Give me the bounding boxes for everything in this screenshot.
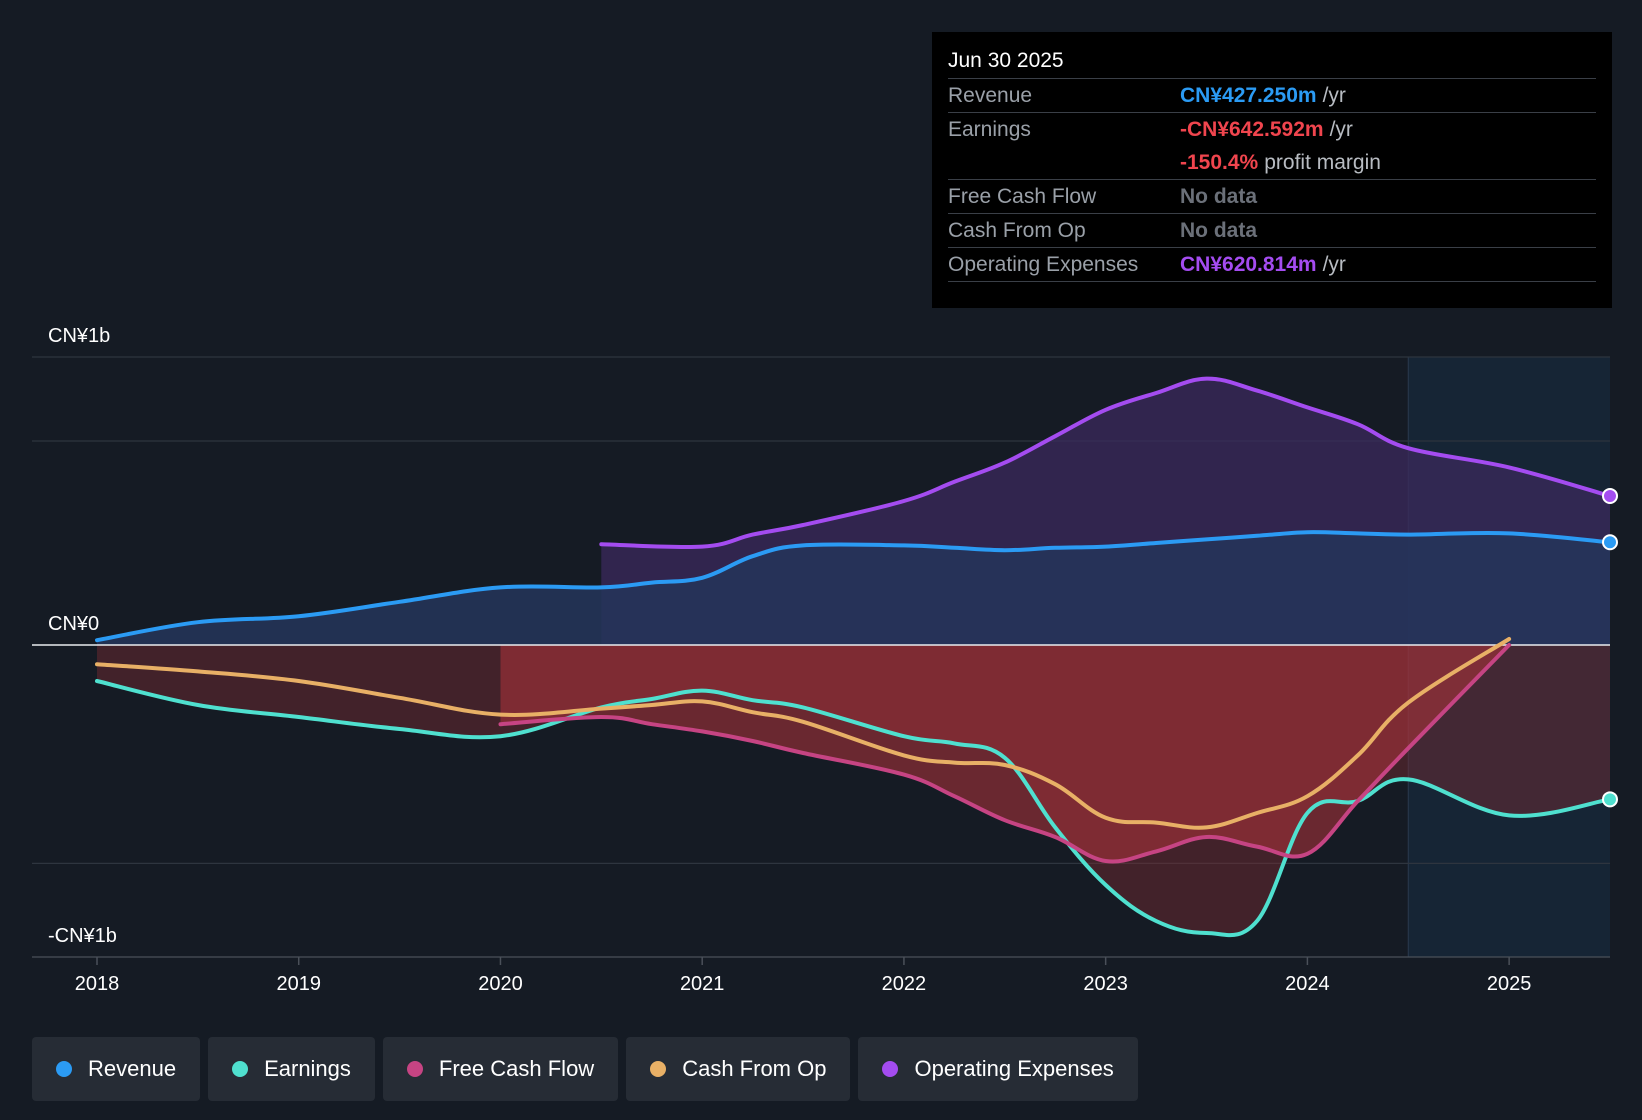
tooltip-row-label: Earnings	[948, 118, 1031, 141]
tooltip-row-unit: /yr	[1322, 253, 1346, 276]
tooltip-row: Free Cash Flow No data	[948, 180, 1596, 214]
tooltip-row-value: -150.4%	[1180, 151, 1259, 174]
legend-dot-icon	[56, 1061, 72, 1077]
tooltip-row-label: Cash From Op	[948, 219, 1086, 242]
tooltip-row-value: No data	[1180, 185, 1258, 208]
x-tick-label: 2021	[680, 973, 725, 995]
series-areas	[97, 378, 1610, 936]
x-tick-label: 2024	[1285, 973, 1330, 995]
legend-dot-icon	[882, 1061, 899, 1077]
legend-item-earnings[interactable]: Earnings	[208, 1037, 375, 1101]
tooltip-row: Revenue CN¥427.250m/yr	[948, 79, 1596, 113]
legend-dot-icon	[406, 1061, 423, 1077]
legend-label: Revenue	[88, 1056, 177, 1081]
y-tick-label: CN¥0	[48, 613, 99, 635]
series-line-operating-expenses	[599, 376, 1612, 550]
x-axis: 2018 2019 2020 2021 2022 2023 2024 2025	[75, 957, 1532, 995]
tooltip-row: Earnings -CN¥642.592m/yr	[948, 113, 1596, 146]
tooltip-row-value: CN¥620.814m	[1180, 253, 1317, 276]
tooltip-row-label	[948, 146, 1180, 179]
y-axis: CN¥1b CN¥0 -CN¥1b	[48, 325, 117, 947]
y-tick-label: CN¥1b	[48, 325, 110, 347]
tooltip-row-label: Revenue	[948, 84, 1033, 107]
tooltip-row-value: CN¥427.250m	[1180, 84, 1317, 107]
area-revenue	[97, 532, 1610, 645]
series-line-earnings	[95, 679, 1612, 938]
tooltip-rows: Revenue CN¥427.250m/yr Earnings -CN¥642.592…	[948, 79, 1596, 282]
x-tick-label: 2019	[276, 973, 321, 995]
legend-label: Free Cash Flow	[438, 1056, 595, 1081]
series-endpoints	[1602, 487, 1618, 808]
x-tick-label: 2022	[882, 973, 927, 995]
tooltip-row-unit: profit margin	[1264, 151, 1381, 174]
endpoint-earnings[interactable]	[1602, 791, 1618, 808]
x-tick-label: 2020	[478, 973, 523, 995]
tooltip-row: -150.4% profit margin	[948, 146, 1596, 180]
tooltip-row-label: Operating Expenses	[948, 253, 1139, 276]
legend-dot-icon	[232, 1061, 249, 1077]
tooltip-date: Jun 30 2025	[948, 46, 1596, 79]
series-lines	[95, 376, 1612, 938]
tooltip-row-label: Free Cash Flow	[948, 185, 1097, 208]
series-line-cash-from-op	[95, 637, 1512, 830]
legend: Revenue Earnings Free Cash Flow Cash From O…	[32, 1037, 1146, 1101]
tooltip-row: Cash From Op No data	[948, 214, 1596, 248]
legend-item-cash-from-op[interactable]: Cash From Op	[626, 1037, 851, 1101]
legend-item-revenue[interactable]: Revenue	[32, 1037, 201, 1101]
y-tick-label: -CN¥1b	[48, 925, 117, 947]
tooltip-row-unit: /yr	[1329, 118, 1353, 141]
endpoint-revenue[interactable]	[1602, 534, 1618, 551]
x-tick-label: 2018	[75, 973, 120, 995]
legend-item-free-cash-flow[interactable]: Free Cash Flow	[382, 1037, 619, 1101]
series-line-revenue	[95, 530, 1612, 643]
legend-label: Earnings	[264, 1056, 351, 1081]
x-tick-label: 2023	[1083, 973, 1128, 995]
x-tick-label: 2025	[1487, 973, 1532, 995]
legend-label: Cash From Op	[682, 1056, 827, 1081]
tooltip-row-value: No data	[1180, 219, 1258, 242]
series-line-free-cash-flow	[498, 643, 1512, 864]
tooltip-row-value: -CN¥642.592m	[1180, 118, 1324, 141]
legend-item-operating-expenses[interactable]: Operating Expenses	[858, 1037, 1138, 1101]
endpoint-operating-expenses[interactable]	[1602, 487, 1618, 504]
legend-label: Operating Expenses	[914, 1056, 1114, 1081]
legend-dot-icon	[650, 1061, 667, 1077]
tooltip: Jun 30 2025 Revenue CN¥427.250m/yr Earning…	[932, 32, 1612, 308]
tooltip-row-unit: /yr	[1322, 84, 1346, 107]
tooltip-row: Operating Expenses CN¥620.814m/yr	[948, 248, 1596, 282]
